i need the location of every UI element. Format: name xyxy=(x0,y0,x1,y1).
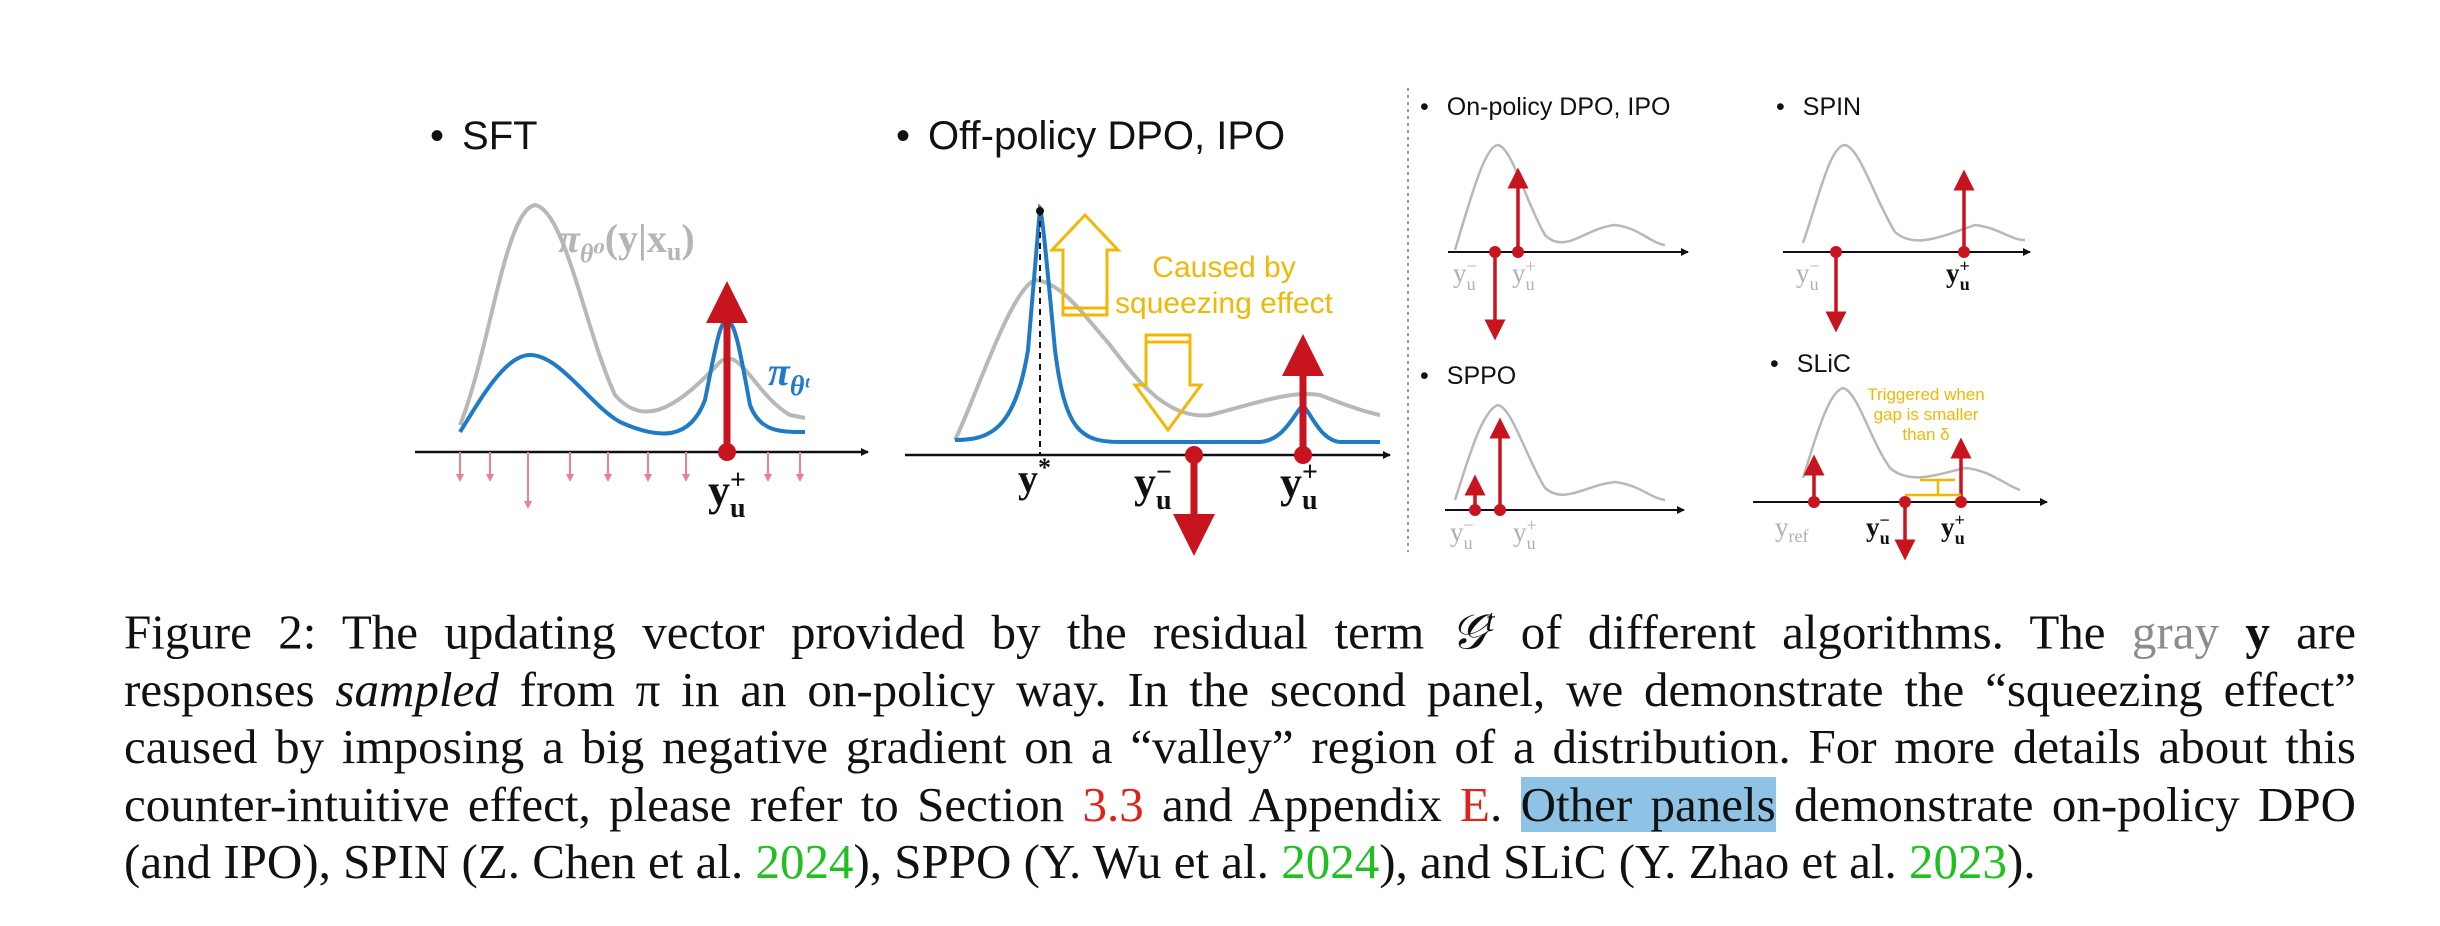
sft-prior-curve xyxy=(458,202,806,426)
onpolicy-panel: y− u y+ u xyxy=(1448,143,1689,341)
sft-panel: πθ⁰(y|xu) πθᵗ y+ u xyxy=(415,202,869,524)
offpolicy-up-arrow-outline xyxy=(1048,212,1122,317)
caption-line-4: counter-intuitive effect, please refer t… xyxy=(124,776,2356,832)
citation-chen-link[interactable]: 2024 xyxy=(755,834,854,890)
offpolicy-panel: Caused by squeezing effect y* y− u y+ u xyxy=(905,203,1391,556)
offpolicy-positive-point xyxy=(1294,446,1312,464)
sppo-panel: y− u y+ u xyxy=(1445,403,1685,553)
section-ref-link[interactable]: 3.3 xyxy=(1082,776,1144,832)
sft-prior-label: πθ⁰(y|xu) xyxy=(558,216,695,268)
slic-panel-title: • SLiC xyxy=(1770,350,1851,378)
spin-prior-curve xyxy=(1801,143,2026,244)
citation-zhao-link[interactable]: 2023 xyxy=(1909,834,2008,890)
offpolicy-ystar-label: y* xyxy=(1018,453,1051,501)
caption-line-3: caused by imposing a big negative gradie… xyxy=(124,719,2356,775)
sft-positive-point xyxy=(718,443,736,461)
sppo-panel-title: • SPPO xyxy=(1420,362,1517,390)
offpolicy-annotation-1: Caused by xyxy=(1152,251,1295,284)
caption-line-1: Figure 2: The updating vector provided b… xyxy=(124,602,2356,660)
figure-caption: Figure 2: The updating vector provided b… xyxy=(124,592,2356,891)
caption-line-5: (and IPO), SPIN (Z. Chen et al. 2024), S… xyxy=(124,834,2036,890)
onpolicy-y1-label: y− u xyxy=(1453,256,1477,294)
slic-gap-marker xyxy=(1905,478,1961,497)
sppo-y1-label: y− u xyxy=(1450,515,1474,553)
onpolicy-panel-title: • On-policy DPO, IPO xyxy=(1420,93,1671,121)
sft-panel-title: • SFT xyxy=(430,114,538,158)
spin-y1-label: y− u xyxy=(1796,256,1820,294)
sft-pink-arrows xyxy=(456,452,804,509)
sft-yplus-label: y+ u xyxy=(708,465,746,524)
slic-y1-label: y− u xyxy=(1866,510,1890,548)
slic-yref-label: yref xyxy=(1775,512,1808,546)
onpolicy-prior-curve xyxy=(1453,143,1666,251)
spin-y2-label: y+ u xyxy=(1946,256,1970,294)
offpolicy-annotation-2: squeezing effect xyxy=(1115,287,1334,320)
slic-panel: Triggered when gap is smaller than δ yre… xyxy=(1753,385,2048,561)
offpolicy-prior-curve xyxy=(953,277,1381,441)
sft-current-curve xyxy=(458,317,806,436)
sppo-y2-label: y+ u xyxy=(1513,515,1537,553)
slic-annotation-1: Triggered when xyxy=(1867,385,1985,404)
slic-y2-label: y+ u xyxy=(1941,510,1965,548)
onpolicy-y2-label: y+ u xyxy=(1512,256,1536,294)
sft-current-label: πθᵗ xyxy=(768,349,810,402)
appendix-ref-link[interactable]: E xyxy=(1460,776,1490,832)
citation-wu-link[interactable]: 2024 xyxy=(1281,834,1380,890)
highlighted-text[interactable]: Other panels xyxy=(1520,776,1776,832)
spin-panel-title: • SPIN xyxy=(1776,93,1862,121)
offpolicy-panel-title: • Off-policy DPO, IPO xyxy=(896,114,1286,158)
sppo-prior-curve xyxy=(1453,403,1666,502)
offpolicy-yminus-label: y− u xyxy=(1134,457,1172,516)
slic-annotation-3: than δ xyxy=(1902,425,1949,444)
spin-panel: y− u y+ u xyxy=(1783,143,2031,333)
offpolicy-yplus-label: y+ u xyxy=(1280,457,1318,516)
offpolicy-ystar-point xyxy=(1036,207,1044,215)
offpolicy-negative-point xyxy=(1185,446,1203,464)
slic-annotation-2: gap is smaller xyxy=(1874,405,1979,424)
slic-prior-curve xyxy=(1801,386,2021,492)
figure-graphics: πθ⁰(y|xu) πθᵗ y+ u Caused by squeezing ef… xyxy=(415,88,2048,561)
caption-line-2: responses sampled from π in an on-policy… xyxy=(124,661,2356,717)
